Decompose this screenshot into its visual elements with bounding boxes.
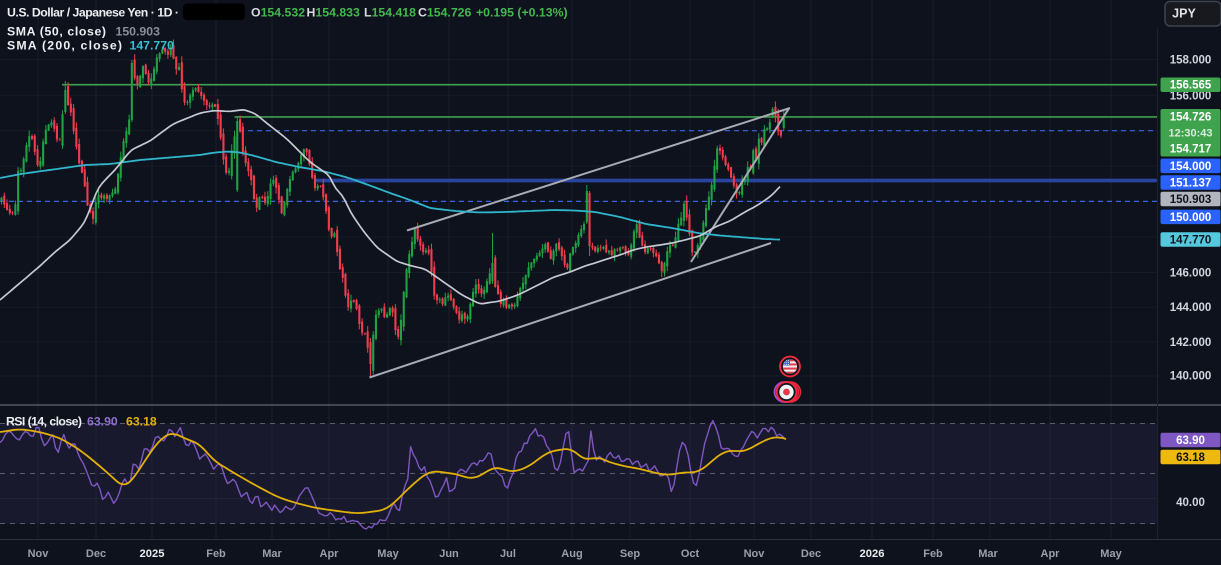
svg-text:12:30:43: 12:30:43 [1168, 128, 1212, 140]
svg-text:RSI (14, close): RSI (14, close) [6, 415, 82, 429]
svg-text:Aug: Aug [561, 548, 582, 560]
svg-text:Mar: Mar [262, 548, 282, 560]
svg-text:140.000: 140.000 [1170, 371, 1212, 383]
svg-text:154.726: 154.726 [1170, 112, 1212, 124]
svg-text:Jul: Jul [500, 548, 516, 560]
svg-text:154.000: 154.000 [1170, 161, 1212, 173]
svg-text:Dec: Dec [801, 548, 821, 560]
svg-text:2025: 2025 [140, 548, 165, 560]
svg-text:151.137: 151.137 [1170, 177, 1212, 189]
svg-text:JPY: JPY [1172, 7, 1196, 21]
svg-text:SMA (200, close): SMA (200, close) [7, 39, 122, 53]
svg-text:O154.532: O154.532 [251, 6, 305, 20]
svg-text:144.000: 144.000 [1170, 302, 1212, 314]
svg-text:40.00: 40.00 [1176, 497, 1205, 509]
svg-text:147.770: 147.770 [1170, 235, 1212, 247]
svg-text:SMA (50, close): SMA (50, close) [7, 25, 106, 39]
svg-text:147.770: 147.770 [130, 39, 175, 53]
svg-text:L154.418: L154.418 [364, 6, 416, 20]
svg-text:Feb: Feb [206, 548, 226, 560]
svg-text:142.000: 142.000 [1170, 337, 1212, 349]
svg-text:May: May [377, 548, 399, 560]
svg-text:Nov: Nov [744, 548, 766, 560]
svg-text:Oct: Oct [681, 548, 700, 560]
svg-text:63.18: 63.18 [1176, 452, 1205, 464]
svg-text:Feb: Feb [923, 548, 943, 560]
svg-text:150.903: 150.903 [116, 25, 161, 39]
svg-text:Nov: Nov [28, 548, 50, 560]
svg-text:150.000: 150.000 [1170, 212, 1212, 224]
svg-text:H154.833: H154.833 [307, 6, 361, 20]
svg-text:156.565: 156.565 [1170, 80, 1212, 92]
svg-text:Dec: Dec [86, 548, 106, 560]
svg-text:63.90: 63.90 [87, 415, 118, 429]
svg-text:2026: 2026 [860, 548, 885, 560]
svg-text:63.18: 63.18 [126, 415, 157, 429]
svg-text:May: May [1100, 548, 1122, 560]
svg-text:Mar: Mar [978, 548, 998, 560]
svg-text:63.90: 63.90 [1176, 435, 1205, 447]
svg-text:154.717: 154.717 [1170, 144, 1212, 156]
svg-text:158.000: 158.000 [1170, 55, 1212, 67]
svg-text:Apr: Apr [320, 548, 340, 560]
svg-text:Apr: Apr [1041, 548, 1061, 560]
svg-text:150.903: 150.903 [1170, 194, 1212, 206]
svg-text:+0.195 (+0.13%): +0.195 (+0.13%) [476, 6, 568, 20]
svg-text:C154.726: C154.726 [418, 6, 472, 20]
svg-text:Sep: Sep [620, 548, 640, 560]
svg-text:156.000: 156.000 [1170, 90, 1212, 102]
svg-text:U.S. Dollar / Japanese Yen · 1: U.S. Dollar / Japanese Yen · 1D · [7, 6, 179, 20]
svg-text:146.000: 146.000 [1170, 268, 1212, 280]
svg-text:Jun: Jun [439, 548, 459, 560]
